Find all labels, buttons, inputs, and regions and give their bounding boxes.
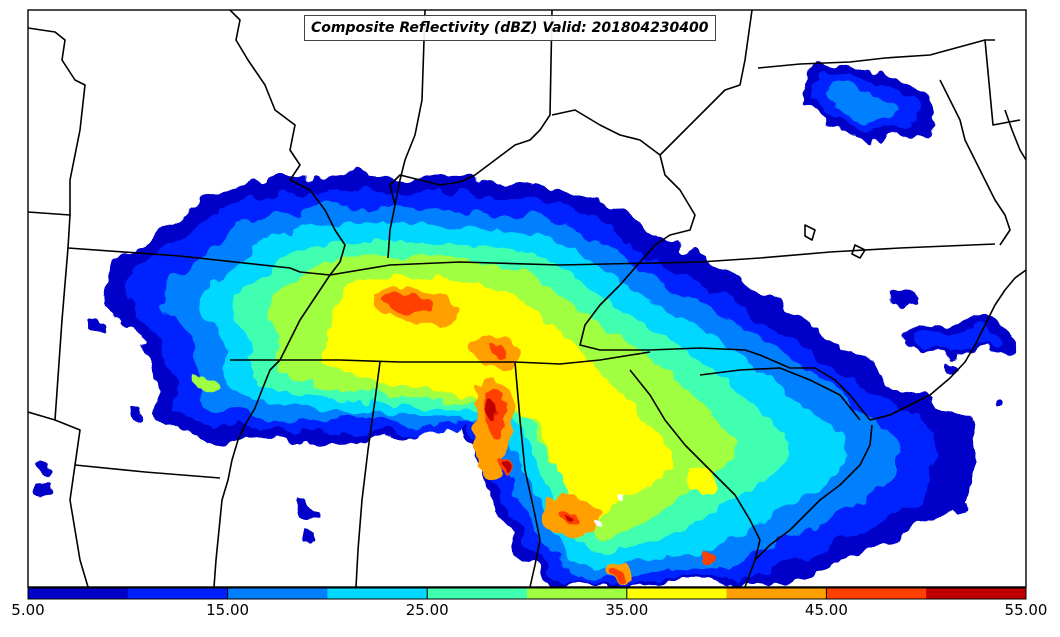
colorbar-tick-label: 25.00 bbox=[405, 601, 449, 619]
colorbar-segment bbox=[327, 588, 428, 599]
map-title: Composite Reflectivity (dBZ) Valid: 2018… bbox=[304, 15, 716, 41]
colorbar-segment bbox=[427, 588, 528, 599]
colorbar-tick-label: 5.00 bbox=[11, 601, 45, 619]
reflectivity-field bbox=[37, 64, 1017, 587]
colorbar-tick-label: 15.00 bbox=[206, 601, 250, 619]
colorbar-segment bbox=[826, 588, 927, 599]
reflectivity-gaps bbox=[594, 494, 627, 528]
reflectivity-level-50 bbox=[486, 399, 574, 523]
colorbar-segment bbox=[626, 588, 728, 599]
colorbar bbox=[27, 587, 1027, 600]
colorbar-segment bbox=[926, 588, 1027, 599]
state-boundaries bbox=[28, 10, 1026, 587]
colorbar-tick-label: 35.00 bbox=[605, 601, 649, 619]
colorbar-tick-label: 55.00 bbox=[1004, 601, 1048, 619]
colorbar-segment bbox=[28, 588, 129, 599]
colorbar-segment bbox=[227, 588, 328, 599]
map-frame bbox=[27, 9, 1027, 588]
colorbar-tick-label: 45.00 bbox=[804, 601, 848, 619]
colorbar-segment bbox=[527, 588, 628, 599]
colorbar-segment bbox=[127, 588, 229, 599]
colorbar-segment bbox=[726, 588, 827, 599]
